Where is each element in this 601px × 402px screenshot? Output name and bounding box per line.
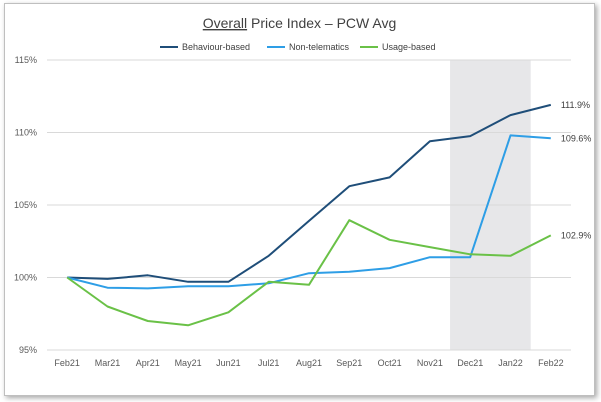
y-tick-label: 95% [19, 345, 37, 355]
line-chart: Overall Price Index – PCW Avg 95% 100% 105… [14, 15, 591, 368]
chart-frame: Overall Price Index – PCW Avg 95% 100% 105… [4, 3, 595, 396]
end-value-label: 109.6% [561, 133, 592, 143]
end-value-label: 111.9% [561, 100, 590, 110]
series-line-usage-based [66, 219, 552, 327]
legend-label: Behaviour-based [182, 42, 250, 52]
y-tick-label: 110% [15, 128, 37, 138]
x-tick-label: Aug21 [296, 358, 322, 368]
chart-title-underlined: Overall [203, 15, 247, 31]
y-tick-label: 115% [15, 55, 37, 65]
chart-title: Overall Price Index – PCW Avg [203, 15, 397, 31]
x-tick-label: Apr21 [136, 358, 160, 368]
x-tick-label: Feb21 [54, 358, 80, 368]
x-tick-label: Nov21 [417, 358, 443, 368]
x-tick-label: May21 [175, 358, 202, 368]
x-tick-label: Oct21 [378, 358, 402, 368]
x-tick-label: Feb22 [538, 358, 564, 368]
series-line-behaviour-based [67, 103, 552, 283]
y-tick-label: 100% [14, 273, 37, 283]
x-tick-label: Jun21 [216, 358, 241, 368]
legend-label: Usage-based [382, 42, 436, 52]
x-tick-label: Jul21 [258, 358, 280, 368]
x-tick-label: Mar21 [95, 358, 121, 368]
x-tick-label: Jan22 [498, 358, 523, 368]
plot-area: 95% 100% 105% 110% 115% Feb21 Mar21 Apr21 May21 J… [14, 42, 591, 368]
end-value-label: 102.9% [561, 230, 592, 240]
chart-title-rest: Price Index – PCW Avg [247, 15, 396, 31]
x-tick-label: Sep21 [336, 358, 362, 368]
series-line-non-telematics [66, 134, 551, 290]
x-tick-label: Dec21 [457, 358, 483, 368]
y-tick-label: 105% [14, 200, 37, 210]
legend-label: Non-telematics [289, 42, 350, 52]
